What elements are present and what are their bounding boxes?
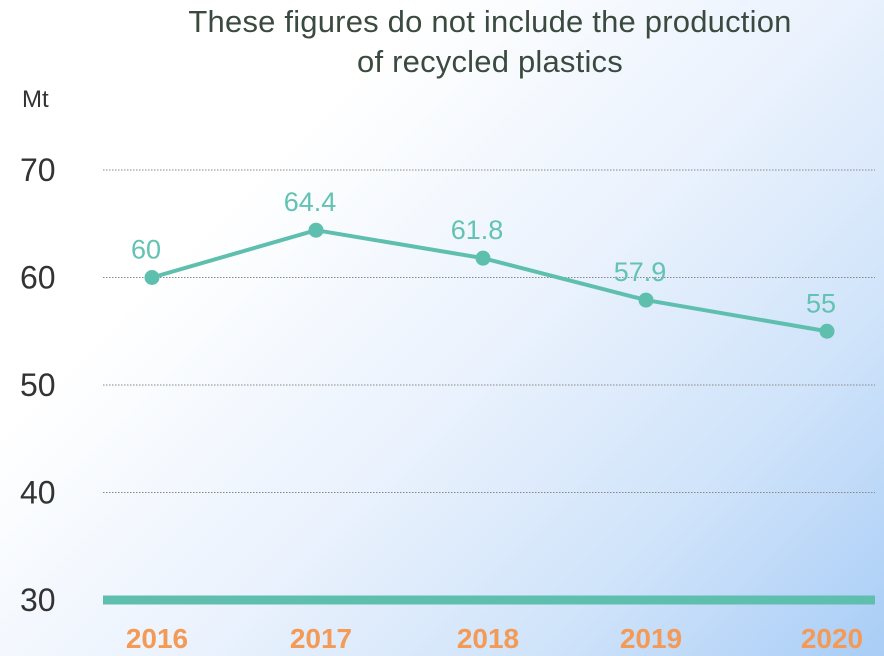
data-point <box>819 323 835 339</box>
data-label: 55 <box>806 288 836 318</box>
chart-title: These figures do not include the product… <box>188 4 792 79</box>
y-axis-unit-label: Mt <box>22 86 49 113</box>
data-label: 57.9 <box>614 257 667 287</box>
x-tick-label: 2018 <box>457 623 519 654</box>
x-tick-label: 2020 <box>801 623 863 654</box>
data-point <box>144 270 160 285</box>
data-point <box>475 250 491 266</box>
y-tick-label: 30 <box>20 582 56 618</box>
y-tick-label: 50 <box>20 367 56 403</box>
data-label: 61.8 <box>451 215 504 245</box>
series-line <box>150 228 829 334</box>
x-tick-label: 2019 <box>620 623 682 654</box>
y-tick-label: 40 <box>20 475 56 511</box>
data-point <box>308 222 324 238</box>
data-point <box>638 292 654 308</box>
x-tick-label: 2017 <box>290 623 352 654</box>
y-tick-label: 70 <box>20 152 56 188</box>
data-label: 64.4 <box>284 187 337 217</box>
data-label: 60 <box>131 235 161 265</box>
x-tick-label: 2016 <box>126 623 188 654</box>
y-tick-label: 60 <box>20 260 56 296</box>
